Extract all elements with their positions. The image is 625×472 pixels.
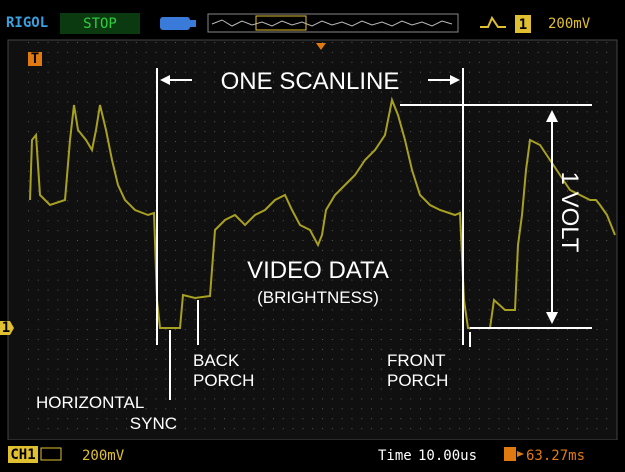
back-porch-label: BACK [193, 351, 240, 370]
memory-icon [160, 17, 190, 30]
memory-icon-tip [190, 20, 196, 27]
channel-marker: 1 [2, 320, 10, 336]
time-label: Time [378, 448, 412, 464]
trigger-offset-icon [504, 447, 516, 461]
time-value: 10.00us [418, 448, 477, 464]
scale: 200mV [548, 16, 591, 32]
brand: RIGOL [6, 15, 48, 31]
front-porch-label: PORCH [387, 371, 448, 390]
horizontal-sync-label: HORIZONTAL [36, 393, 144, 412]
oscilloscope: RIGOL STOP 1 200mV T 1 ONE SCANLINE 1 VO… [0, 0, 625, 472]
volt-label: 1 VOLT [556, 172, 583, 253]
channel: 1 [519, 17, 527, 33]
brightness-label: (BRIGHTNESS) [257, 288, 379, 307]
front-porch-label: FRONT [387, 351, 446, 370]
grid [28, 42, 616, 438]
status: STOP [83, 16, 117, 32]
scanline-label: ONE SCANLINE [221, 68, 400, 95]
page: {"top_bar": {"brand": "RIGOL", "status":… [0, 0, 625, 472]
video-data-label: VIDEO DATA [247, 257, 389, 284]
back-porch-label: PORCH [193, 371, 254, 390]
horizontal-sync-label: SYNC [130, 414, 177, 433]
ch-label: CH1 [10, 447, 35, 463]
trigger-marker: T [31, 51, 39, 67]
ch-scale: 200mV [82, 448, 125, 464]
trigger-offset: 63.27ms [526, 448, 585, 464]
